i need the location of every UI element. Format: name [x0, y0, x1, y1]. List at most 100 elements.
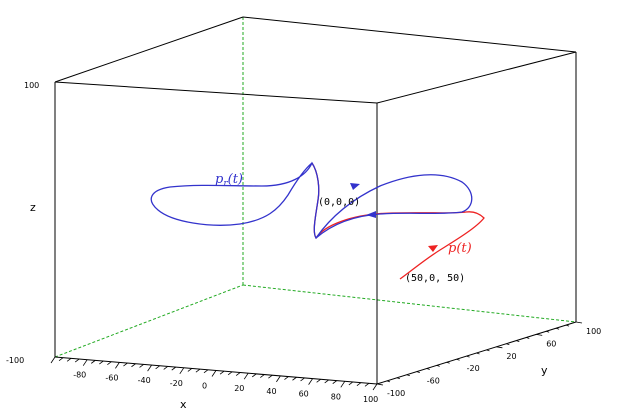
y-tick-mark — [476, 352, 480, 355]
reference-curve-arrow — [350, 183, 360, 190]
x-tick-mark — [66, 358, 72, 362]
x-tick-label: -20 — [170, 379, 183, 388]
y-tick-mark — [546, 330, 550, 333]
x-tick-label: 100 — [363, 395, 378, 404]
annotation-origin: (0,0,0) — [318, 197, 360, 208]
x-tick-mark — [324, 379, 329, 384]
x-tick-mark — [82, 359, 88, 366]
x-tick-mark — [348, 381, 354, 386]
x-tick-mark — [171, 366, 176, 371]
y-tick-mark — [526, 337, 530, 339]
x-tick-mark — [252, 373, 257, 378]
x-tick-mark — [372, 383, 378, 391]
x-tick-mark — [115, 362, 120, 369]
y-tick-mark — [466, 355, 470, 358]
x-tick-mark — [235, 372, 241, 376]
x-tick-label: -60 — [105, 373, 118, 382]
y-tick-mark — [416, 371, 420, 373]
y-tick-mark — [386, 380, 391, 383]
plot-box — [54, 16, 577, 385]
y-tick-label: 60 — [546, 339, 556, 348]
y-tick-mark — [406, 374, 410, 377]
x-tick-mark — [284, 376, 289, 380]
z-axis-label: z — [30, 201, 36, 214]
annotation-start: (50,0, 50) — [405, 273, 465, 284]
y-tick-label: 20 — [506, 352, 516, 361]
y-tick-mark — [516, 340, 520, 342]
x-tick-label: 80 — [331, 392, 341, 401]
x-tick-label: 60 — [299, 390, 309, 399]
x-tick-mark — [332, 380, 337, 384]
x-tick-mark — [308, 378, 313, 385]
x-axis-label: x — [180, 398, 187, 411]
trajectory-curve-arrow — [428, 245, 438, 252]
y-tick-label: -100 — [387, 389, 405, 398]
x-tick-mark — [131, 363, 136, 368]
y-tick-mark — [506, 343, 510, 346]
x-tick-mark — [107, 361, 112, 366]
x-tick-label: 40 — [266, 387, 276, 396]
y-tick-label: 100 — [586, 327, 601, 336]
x-tick-mark — [99, 360, 104, 365]
x-tick-mark — [243, 372, 249, 380]
y-tick-mark — [376, 383, 384, 386]
y-tick-mark — [436, 365, 440, 367]
x-tick-mark — [187, 368, 193, 372]
x-tick-mark — [147, 364, 152, 372]
x-tick-mark — [260, 374, 265, 378]
axis-ticks: -100 -80 -60 -40 -20 0 20 40 60 80 100 -100 -60 -20 20… — [6, 321, 601, 404]
x-tick-label: 20 — [234, 384, 244, 393]
x-tick-mark — [195, 368, 201, 373]
y-tick-mark — [575, 321, 583, 324]
x-tick-mark — [227, 371, 233, 376]
x-tick-mark — [163, 366, 168, 370]
y-tick-label: -60 — [427, 377, 440, 386]
hidden-edge-floor-left — [54, 284, 244, 358]
x-tick-mark — [219, 370, 225, 375]
x-tick-mark — [139, 364, 144, 368]
x-tick-mark — [292, 376, 297, 381]
x-tick-mark — [91, 360, 96, 364]
box-edge-top-front — [54, 81, 378, 104]
x-tick-mark — [268, 374, 273, 379]
y-tick-mark — [396, 377, 401, 380]
x-tick-mark — [356, 382, 362, 386]
box-edge-top-right — [376, 51, 577, 104]
x-tick-mark — [340, 381, 346, 388]
y-axis-label: y — [541, 364, 548, 377]
y-tick-mark — [456, 358, 460, 361]
x-tick-label: -40 — [138, 376, 151, 385]
z-tick-label: 100 — [24, 81, 39, 90]
x-tick-mark — [300, 377, 305, 382]
x-tick-label: -100 — [6, 356, 24, 365]
x-tick-mark — [179, 367, 185, 375]
hidden-edge-floor-back — [242, 284, 577, 323]
x-tick-mark — [203, 369, 209, 374]
y-tick-mark — [565, 324, 570, 327]
y-tick-label: -20 — [467, 364, 480, 373]
x-tick-mark — [211, 370, 217, 377]
x-tick-mark — [58, 357, 64, 361]
y-tick-mark — [536, 334, 543, 336]
box-edge-top-left — [54, 16, 244, 83]
x-tick-mark — [74, 358, 80, 363]
box-edge-top-back — [242, 16, 577, 53]
reference-curve — [150, 161, 473, 240]
label-reference-curve: pr(t) — [215, 172, 243, 189]
label-trajectory-curve: p(t) — [448, 241, 472, 256]
y-tick-mark — [486, 349, 490, 352]
x-tick-mark — [316, 378, 321, 383]
reference-curve-arrow — [366, 211, 376, 218]
y-tick-mark — [496, 346, 503, 349]
x-tick-label: -80 — [73, 371, 86, 380]
x-tick-mark — [364, 383, 370, 387]
x-tick-mark — [123, 362, 128, 367]
y-tick-mark — [426, 368, 430, 370]
x-tick-mark — [276, 375, 281, 383]
x-tick-mark — [50, 356, 56, 364]
curves — [150, 161, 485, 280]
y-tick-mark — [555, 327, 560, 330]
y-tick-mark — [446, 361, 450, 364]
x-tick-mark — [155, 365, 160, 370]
